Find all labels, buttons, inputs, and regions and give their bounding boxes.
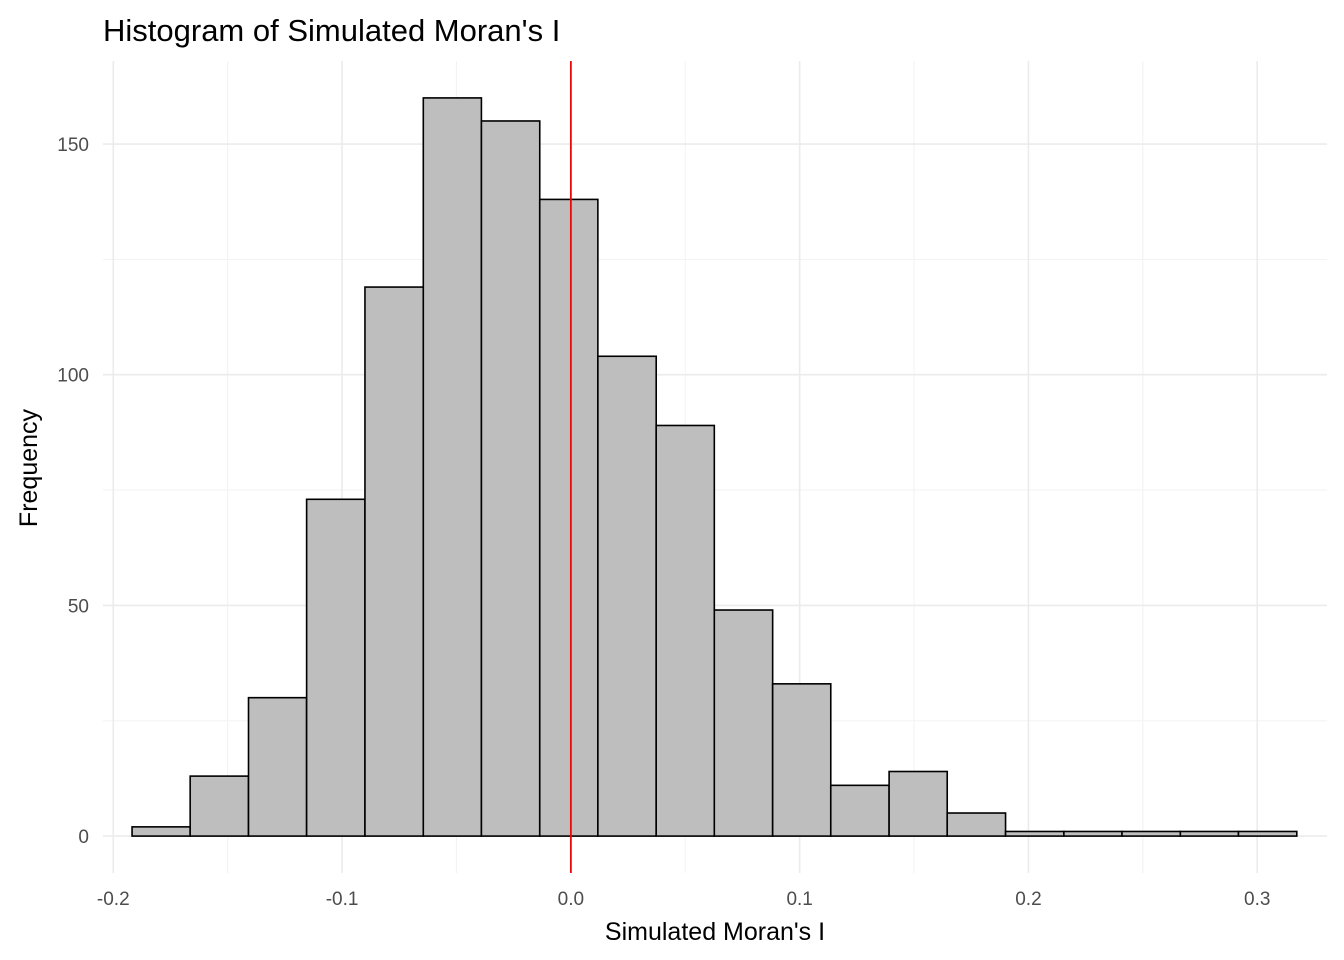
y-tick-label: 100 <box>57 366 89 387</box>
x-tick-label: 0.0 <box>558 889 584 910</box>
histogram-bar <box>480 120 541 837</box>
histogram-bar <box>1121 830 1182 837</box>
histogram-bar <box>771 683 832 837</box>
histogram-bar <box>597 355 658 837</box>
histogram-bar <box>946 812 1007 837</box>
y-tick-label: 50 <box>68 596 89 617</box>
histogram-bar <box>189 775 250 837</box>
x-tick-label: 0.2 <box>1015 889 1041 910</box>
x-axis-ticks: -0.2 -0.1 0.0 0.1 0.2 0.3 <box>97 889 1271 910</box>
histogram-bar <box>829 784 890 837</box>
histogram-bar <box>422 97 483 837</box>
histogram-bar <box>305 498 366 837</box>
x-axis-title: Simulated Moran's I <box>605 918 825 946</box>
histogram-bars <box>131 97 1298 837</box>
x-tick-label: -0.1 <box>326 889 359 910</box>
histogram-bar <box>1063 830 1123 837</box>
histogram-bar <box>1237 830 1298 837</box>
chart-title: Histogram of Simulated Moran's I <box>103 13 560 48</box>
y-axis-ticks: 0 50 100 150 <box>57 135 89 848</box>
histogram-bar <box>888 770 949 837</box>
histogram-bar <box>131 826 191 837</box>
y-tick-label: 0 <box>78 827 89 848</box>
histogram-bar <box>1179 830 1240 837</box>
histogram-bar <box>655 424 716 837</box>
histogram-bar <box>364 286 425 837</box>
histogram-bar <box>538 198 599 837</box>
x-tick-label: 0.3 <box>1244 889 1270 910</box>
histogram-bar <box>247 696 308 837</box>
y-axis-title: Frequency <box>15 408 43 527</box>
x-tick-label: -0.2 <box>97 889 130 910</box>
histogram-bar <box>1004 830 1065 837</box>
histogram-bar <box>713 609 774 837</box>
y-tick-label: 150 <box>57 135 89 156</box>
x-tick-label: 0.1 <box>786 889 812 910</box>
